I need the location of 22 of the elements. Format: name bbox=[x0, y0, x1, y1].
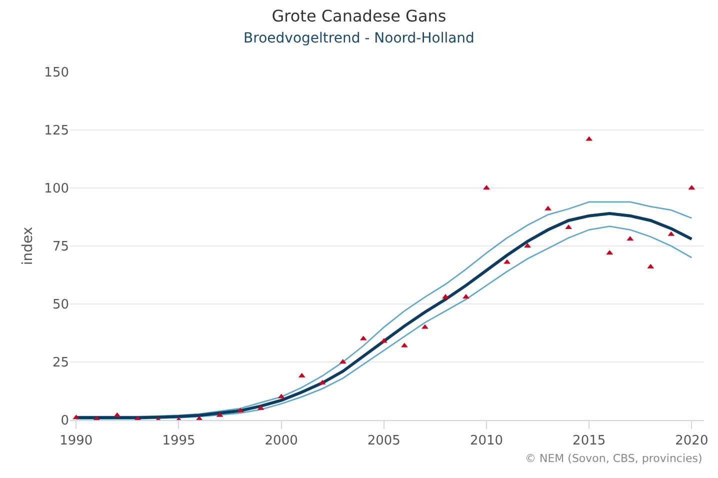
point bbox=[462, 294, 470, 299]
y-tick-label: 50 bbox=[52, 298, 69, 313]
chart-title: Grote Canadese Gans bbox=[272, 6, 446, 26]
x-tick-label: 2005 bbox=[367, 434, 400, 449]
y-tick-label: 100 bbox=[44, 182, 69, 197]
y-tick-label: 0 bbox=[60, 414, 69, 429]
chart-subtitle: Broedvogeltrend - Noord-Holland bbox=[244, 30, 474, 46]
x-tick-label: 2020 bbox=[675, 434, 708, 449]
point bbox=[422, 324, 428, 329]
y-axis-title: index bbox=[20, 226, 36, 266]
x-tick-label: 2000 bbox=[264, 434, 298, 449]
y-tick-label: 150 bbox=[44, 66, 69, 81]
y-tick-label: 125 bbox=[44, 124, 69, 139]
x-tick-label: 2010 bbox=[470, 434, 504, 449]
point bbox=[442, 294, 449, 299]
x-tick-label: 1990 bbox=[60, 434, 93, 449]
y-tick-label: 25 bbox=[52, 356, 69, 371]
text: © NEM (Sovon, CBS, provincies) bbox=[525, 452, 702, 465]
x-tick-label: 1995 bbox=[162, 434, 196, 449]
y-tick-label: 75 bbox=[52, 240, 69, 255]
x-tick-label: 2015 bbox=[572, 434, 606, 449]
point bbox=[504, 259, 510, 264]
